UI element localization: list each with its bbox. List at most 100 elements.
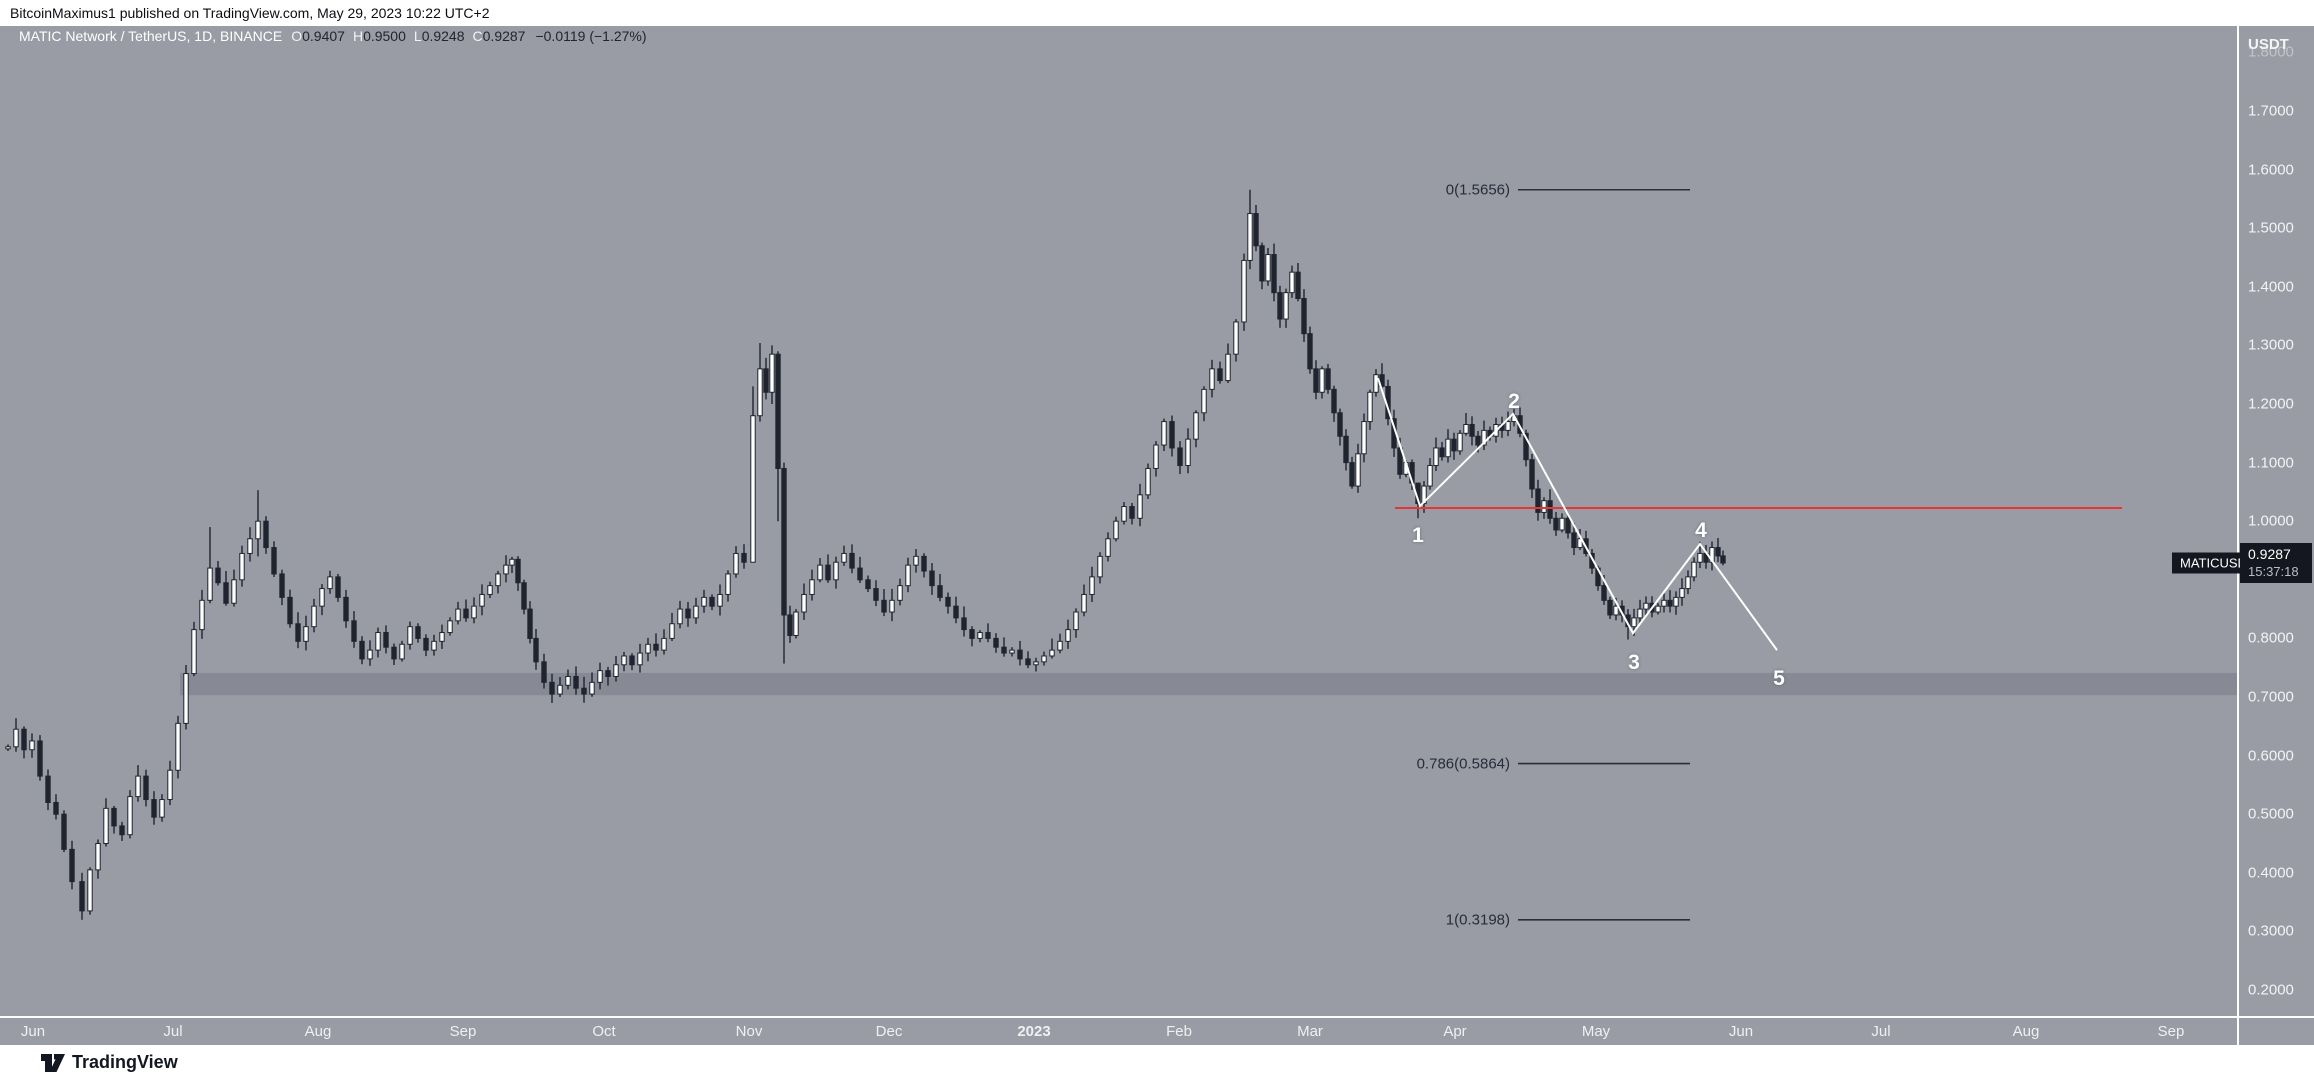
candle-down (969, 629, 975, 639)
price-tick: 1.3000 (2248, 336, 2294, 354)
candle-up (557, 684, 563, 695)
candle-down (263, 520, 269, 549)
symbol-price-label: MATICUSDT (2172, 552, 2255, 574)
time-tick-oct: Oct (592, 1023, 616, 1040)
candle-up (1697, 552, 1703, 563)
symbol-title[interactable]: MATIC Network / TetherUS, 1D, BINANCE (19, 27, 283, 44)
candle-up (669, 623, 675, 639)
candle-down (1025, 658, 1031, 666)
candle-up (1685, 576, 1691, 590)
time-scale[interactable] (0, 1017, 2314, 1045)
elliott-wave-line[interactable] (1377, 377, 1778, 651)
price-scale[interactable] (2238, 26, 2314, 1017)
candle-down (709, 596, 715, 607)
time-tick-jun: Jun (20, 1023, 46, 1040)
candle-down (573, 675, 579, 689)
candle-down (463, 608, 469, 619)
candle-up (135, 775, 141, 798)
candle-up (1113, 520, 1119, 540)
candle-up (1457, 432, 1463, 452)
candle-up (889, 599, 895, 613)
candle-down (111, 807, 117, 827)
price-tick: 0.5000 (2248, 805, 2294, 823)
candle-up (447, 620, 453, 634)
candle-up (809, 579, 815, 595)
candle-up (183, 673, 189, 724)
chart-canvas[interactable] (0, 26, 2314, 1045)
candle-up (1247, 213, 1253, 261)
candle-up (1505, 421, 1511, 431)
time-tick-nov: Nov (735, 1023, 763, 1040)
time-tick-jul: Jul (163, 1023, 183, 1040)
candle-up (509, 558, 515, 566)
candle-up (175, 722, 181, 771)
candle-up (367, 649, 373, 660)
candle-down (945, 596, 951, 607)
candle-up (613, 664, 619, 677)
candle-down (1129, 506, 1135, 519)
candle-up (1481, 429, 1487, 446)
candle-up (375, 632, 381, 651)
candle-up (1201, 388, 1207, 414)
candle-down (629, 655, 635, 666)
candle-down (143, 775, 149, 801)
candle-up (1541, 500, 1547, 513)
ohlc-close: C0.9287 (472, 27, 526, 44)
candle-down (287, 596, 293, 625)
candle-up (645, 643, 651, 654)
candle-down (1439, 447, 1445, 458)
candle-up (1355, 453, 1361, 487)
price-tick: 1.2000 (2248, 395, 2294, 413)
candle-down (985, 632, 991, 639)
candle-up (1445, 438, 1451, 458)
candle-down (541, 661, 547, 683)
candle-down (79, 881, 85, 912)
candle-down (1607, 599, 1613, 616)
candle-down (775, 353, 781, 469)
candle-down (423, 637, 429, 651)
tradingview-brand-text[interactable]: TradingView (72, 1052, 178, 1072)
candle-up (1367, 391, 1373, 423)
price-tick: 0.4000 (2248, 864, 2294, 882)
candle-down (383, 632, 389, 648)
candle-up (1041, 655, 1047, 663)
candle-up (661, 637, 667, 651)
time-tick-sep: Sep (2157, 1023, 2185, 1040)
candle-down (37, 740, 43, 777)
candle-up (1559, 517, 1565, 531)
price-tick: 1.1000 (2248, 454, 2294, 472)
candle-down (119, 825, 125, 836)
candle-down (1217, 368, 1223, 382)
time-tick-2023: 2023 (1017, 1023, 1051, 1040)
time-tick-aug: Aug (304, 1023, 332, 1040)
candle-down (1271, 254, 1277, 294)
candle-down (1259, 245, 1265, 282)
candle-up (231, 579, 237, 604)
candle-down (295, 623, 301, 642)
candle-down (351, 620, 357, 642)
candle-down (549, 681, 555, 695)
chart-plot (0, 26, 2314, 1045)
candle-up (303, 626, 309, 642)
candle-up (1121, 506, 1127, 522)
wave-label-5: 5 (1773, 667, 1785, 690)
candle-up (1283, 292, 1289, 320)
candle-up (621, 655, 627, 666)
tradingview-logo-icon[interactable] (40, 1052, 66, 1074)
candle-down (873, 588, 879, 601)
candle-down (921, 555, 927, 572)
candle-up (1153, 444, 1159, 469)
candle-up (455, 608, 461, 622)
candle-up (717, 593, 723, 607)
candle-up (199, 599, 205, 631)
candle-down (279, 573, 285, 598)
candle-down (961, 617, 967, 631)
candle-up (1433, 447, 1439, 467)
candle-up (1097, 555, 1103, 578)
candle-down (21, 728, 27, 751)
candle-down (937, 585, 943, 598)
candle-down (61, 813, 67, 850)
candle-down (1667, 599, 1673, 607)
price-tick: 1.8000 (2248, 43, 2294, 61)
candle-up (5, 746, 11, 750)
